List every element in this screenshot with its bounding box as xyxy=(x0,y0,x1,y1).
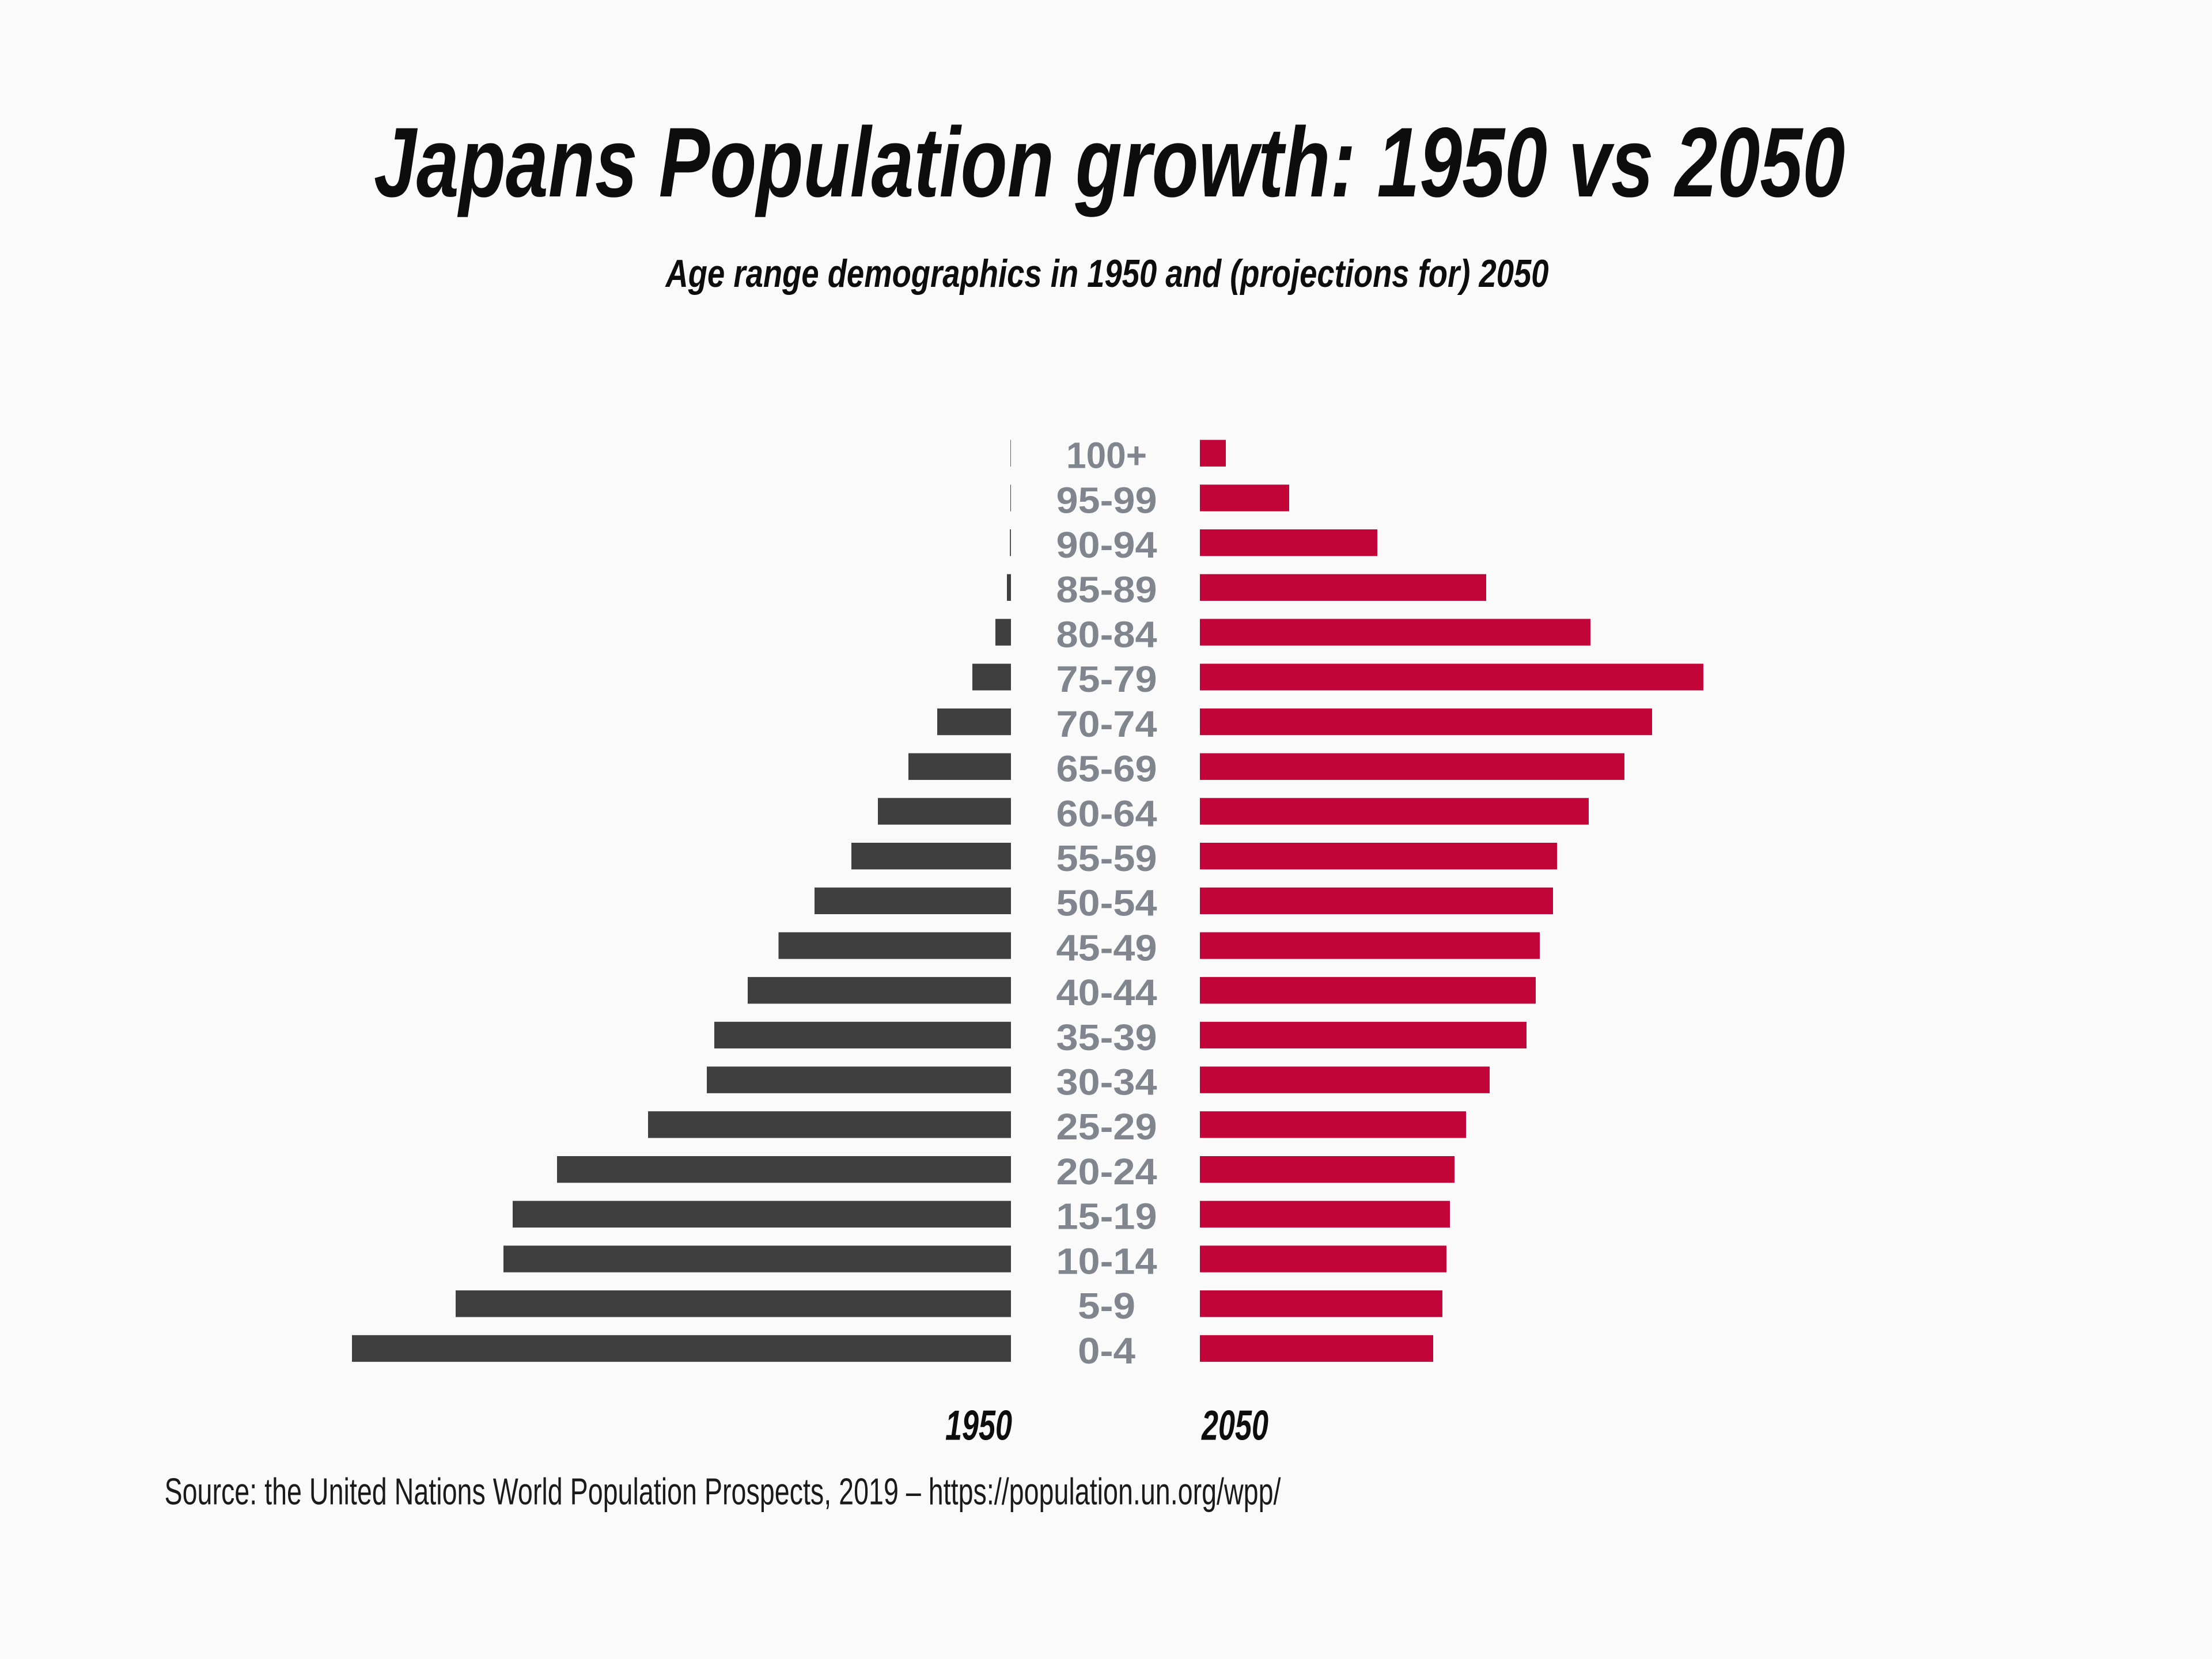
svg-text:90-94: 90-94 xyxy=(1056,524,1157,566)
svg-text:80-84: 80-84 xyxy=(1056,613,1157,655)
svg-text:70-74: 70-74 xyxy=(1056,703,1157,745)
svg-text:Source: the United Nations Wor: Source: the United Nations World Populat… xyxy=(165,1471,1282,1513)
svg-text:45-49: 45-49 xyxy=(1056,927,1157,968)
svg-text:75-79: 75-79 xyxy=(1056,658,1157,700)
svg-text:30-34: 30-34 xyxy=(1056,1062,1157,1103)
svg-text:Japans Population growth: 1950: Japans Population growth: 1950 vs 2050 xyxy=(374,107,1845,218)
svg-text:50-54: 50-54 xyxy=(1056,882,1157,924)
svg-text:Age range demographics in 1950: Age range demographics in 1950 and (proj… xyxy=(665,252,1549,296)
svg-text:65-69: 65-69 xyxy=(1056,748,1157,790)
svg-text:5-9: 5-9 xyxy=(1078,1285,1135,1327)
svg-text:100+: 100+ xyxy=(1066,435,1147,476)
svg-text:2050: 2050 xyxy=(1201,1403,1268,1449)
svg-text:10-14: 10-14 xyxy=(1056,1240,1157,1282)
svg-text:35-39: 35-39 xyxy=(1056,1017,1157,1058)
svg-text:55-59: 55-59 xyxy=(1056,838,1157,879)
svg-text:95-99: 95-99 xyxy=(1056,479,1157,521)
svg-text:60-64: 60-64 xyxy=(1056,793,1157,834)
svg-text:15-19: 15-19 xyxy=(1056,1196,1157,1237)
svg-text:85-89: 85-89 xyxy=(1056,569,1157,611)
svg-text:25-29: 25-29 xyxy=(1056,1106,1157,1147)
svg-text:40-44: 40-44 xyxy=(1056,972,1157,1013)
svg-text:1950: 1950 xyxy=(945,1403,1012,1449)
svg-text:20-24: 20-24 xyxy=(1056,1151,1157,1192)
svg-text:0-4: 0-4 xyxy=(1078,1330,1135,1372)
